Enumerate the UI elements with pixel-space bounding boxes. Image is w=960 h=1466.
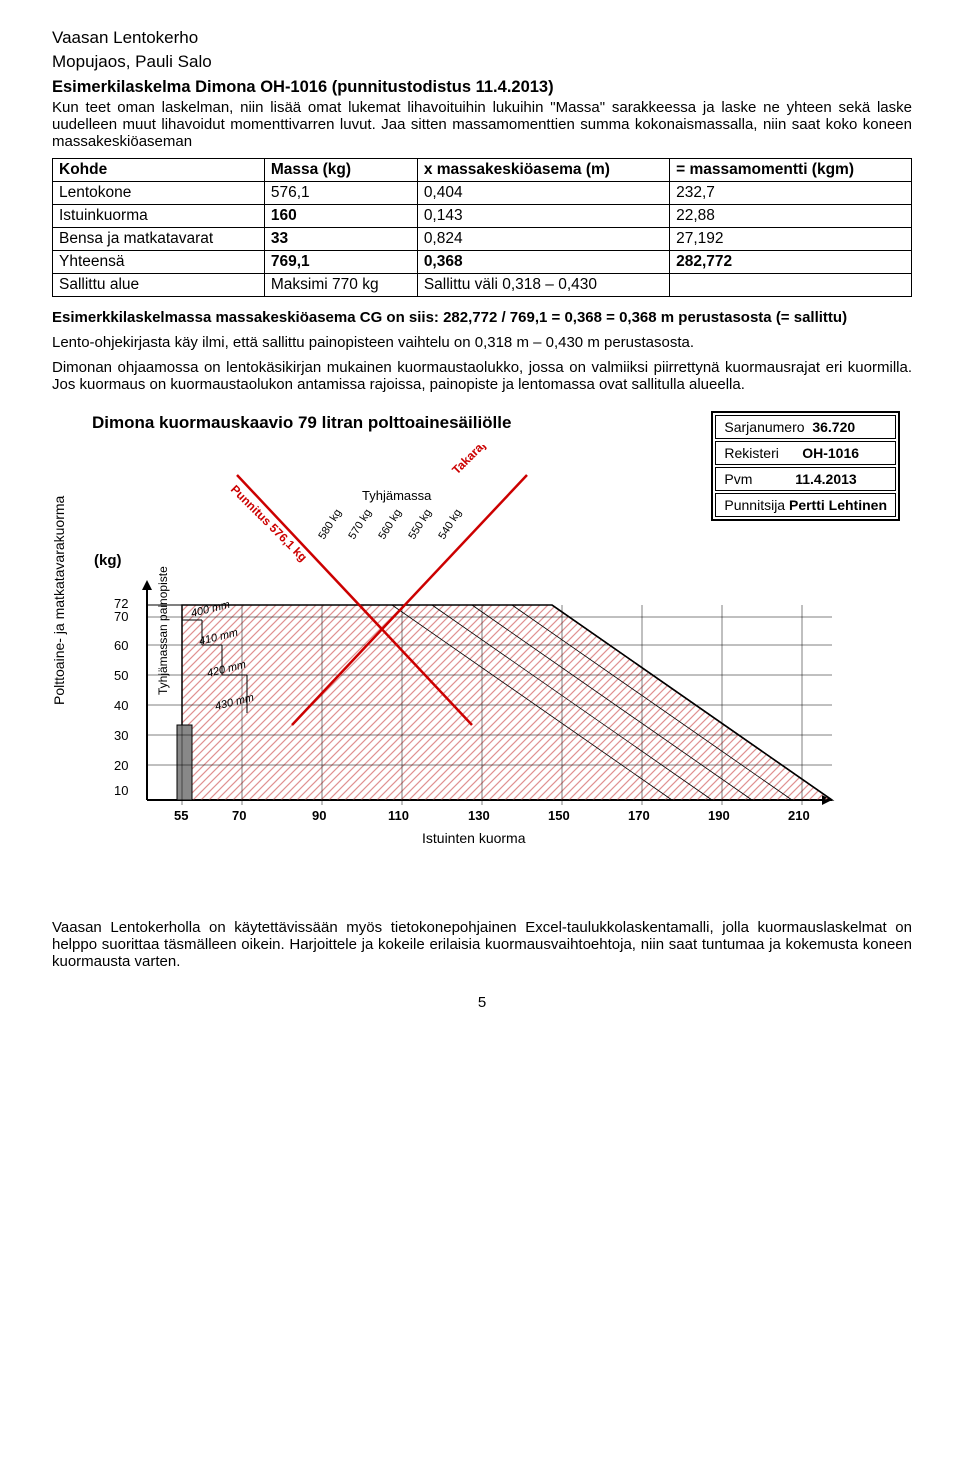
table-row: Lentokone 576,1 0,404 232,7	[53, 182, 912, 205]
chart-title: Dimona kuormauskaavio 79 litran polttoai…	[92, 413, 511, 433]
cell: Lentokone	[53, 182, 265, 205]
table-row: Sallittu alue Maksimi 770 kg Sallittu vä…	[53, 274, 912, 297]
cell: 0,824	[417, 228, 669, 251]
tick: 55	[174, 808, 188, 823]
cell: Yhteensä	[53, 251, 265, 274]
page-number: 5	[52, 994, 912, 1011]
cell: 22,88	[670, 205, 912, 228]
tv: 560 kg	[376, 507, 404, 541]
tv: 570 kg	[346, 507, 374, 541]
tick: 10	[114, 783, 128, 798]
y-axis-label: Polttoaine- ja matkatavarakuorma	[52, 495, 67, 705]
cell: Bensa ja matkatavarat	[53, 228, 265, 251]
result-paragraph: Esimerkkilaskelmassa massakeskiöasema CG…	[52, 309, 912, 326]
tick: 90	[312, 808, 326, 823]
cell: 0,368	[417, 251, 669, 274]
cell: Istuinkuorma	[53, 205, 265, 228]
th-massa: Massa (kg)	[264, 159, 417, 182]
red-right-label: Takaraja 424 mm	[449, 445, 527, 477]
doc-title: Esimerkilaskelma Dimona OH-1016 (punnitu…	[52, 78, 912, 97]
y-unit: (kg)	[94, 552, 122, 569]
cell: Sallittu alue	[53, 274, 265, 297]
value: 36.720	[812, 419, 855, 435]
tick: 170	[628, 808, 650, 823]
cell: Maksimi 770 kg	[264, 274, 417, 297]
cell: 160	[264, 205, 417, 228]
th-asema: x massakeskiöasema (m)	[417, 159, 669, 182]
label: Sarjanumero	[724, 419, 804, 435]
cell: 0,404	[417, 182, 669, 205]
top-label: Tyhjämassa	[362, 488, 432, 503]
tick: 130	[468, 808, 490, 823]
tick: 190	[708, 808, 730, 823]
plot-area: 72 70 60 50 40 30 20 10 55 70 90 110	[114, 445, 832, 846]
tick: 110	[388, 808, 409, 823]
tick: 60	[114, 638, 128, 653]
tv: 540 kg	[436, 507, 464, 541]
red-left-label: Punnitus 576,1 kg	[228, 482, 310, 564]
org-name: Vaasan Lentokerho	[52, 28, 912, 48]
tick: 210	[788, 808, 810, 823]
chart-container: Dimona kuormauskaavio 79 litran polttoai…	[52, 411, 912, 871]
cell	[670, 274, 912, 297]
cell: 0,143	[417, 205, 669, 228]
author-line: Mopujaos, Pauli Salo	[52, 52, 912, 72]
table-row: Istuinkuorma 160 0,143 22,88	[53, 205, 912, 228]
intro-paragraph: Kun teet oman laskelman, niin lisää omat…	[52, 99, 912, 150]
paragraph: Dimonan ohjaamossa on lentokäsikirjan mu…	[52, 359, 912, 393]
tick: 150	[548, 808, 570, 823]
side-label: Tyhjämassan painopiste	[156, 566, 170, 695]
tick: 30	[114, 728, 128, 743]
footer-paragraph: Vaasan Lentokerholla on käytettävissään …	[52, 919, 912, 970]
cell: 27,192	[670, 228, 912, 251]
tv: 580 kg	[316, 507, 344, 541]
th-kohde: Kohde	[53, 159, 265, 182]
table-row: Yhteensä 769,1 0,368 282,772	[53, 251, 912, 274]
cell: 33	[264, 228, 417, 251]
mass-table: Kohde Massa (kg) x massakeskiöasema (m) …	[52, 158, 912, 297]
table-header-row: Kohde Massa (kg) x massakeskiöasema (m) …	[53, 159, 912, 182]
x-axis-label: Istuinten kuorma	[422, 830, 526, 846]
tick: 20	[114, 758, 128, 773]
tick: 70	[114, 609, 128, 624]
chart-svg: Polttoaine- ja matkatavarakuorma (kg) Ty…	[52, 445, 912, 865]
cell: 282,772	[670, 251, 912, 274]
tick: 50	[114, 668, 128, 683]
tick: 70	[232, 808, 246, 823]
th-momentti: = massamomentti (kgm)	[670, 159, 912, 182]
x-ticks: 55 70 90 110 130 150 170 190 210	[174, 808, 810, 823]
cell: Sallittu väli 0,318 – 0,430	[417, 274, 669, 297]
paragraph: Lento-ohjekirjasta käy ilmi, että sallit…	[52, 334, 912, 351]
cell: 576,1	[264, 182, 417, 205]
cell: 232,7	[670, 182, 912, 205]
table-row: Bensa ja matkatavarat 33 0,824 27,192	[53, 228, 912, 251]
cell: 769,1	[264, 251, 417, 274]
y-ticks: 72 70 60 50 40 30 20 10	[114, 596, 128, 798]
top-values: 580 kg 570 kg 560 kg 550 kg 540 kg	[316, 507, 464, 541]
tv: 550 kg	[406, 507, 434, 541]
tick: 40	[114, 698, 128, 713]
